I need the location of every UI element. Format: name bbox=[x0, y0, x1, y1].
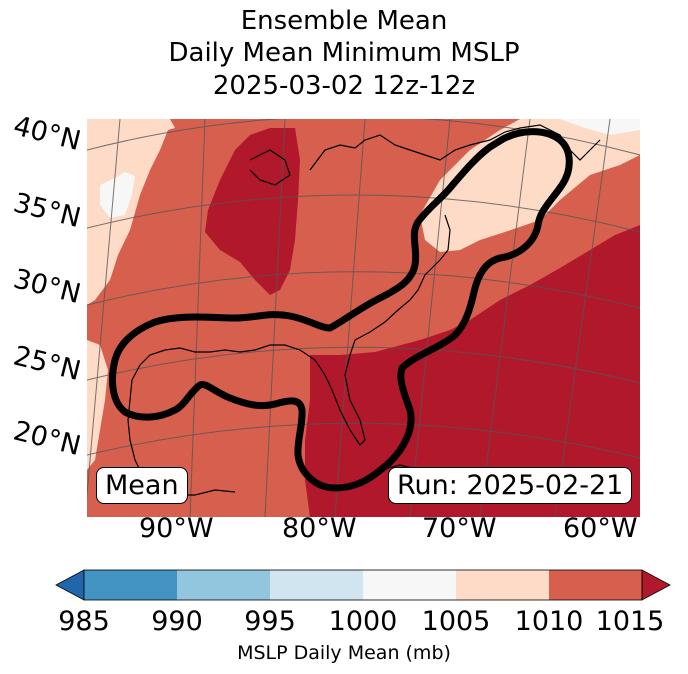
colorbar-segment-990-995 bbox=[177, 570, 270, 600]
colorbar-tick-990: 990 bbox=[151, 606, 203, 637]
coast-lake bbox=[249, 149, 291, 186]
mean-box: Mean bbox=[96, 467, 188, 504]
grid-lat-40 bbox=[87, 119, 640, 156]
field-1000-1005-northeast bbox=[560, 119, 640, 135]
grid-lat-35 bbox=[87, 194, 640, 233]
grid-lat-20 bbox=[87, 422, 640, 459]
colorbar-border bbox=[83, 569, 643, 601]
colorbar-label: MSLP Daily Mean (mb) bbox=[237, 642, 451, 664]
field-1005-1010-northwest bbox=[87, 119, 175, 305]
grid-lon-75 bbox=[409, 119, 451, 517]
colorbar-under-arrow bbox=[55, 569, 85, 601]
colorbar-tick-1005: 1005 bbox=[421, 606, 491, 637]
field-1005-1010-northeast bbox=[420, 119, 640, 252]
colorbar-segment-1005-1010 bbox=[456, 570, 549, 600]
lon-label-80: 80°W bbox=[282, 513, 357, 544]
colorbar-tick-985: 985 bbox=[58, 606, 110, 637]
colorbar-tick-1010: 1010 bbox=[514, 606, 584, 637]
grid-lon-70 bbox=[479, 119, 531, 517]
map-field bbox=[87, 119, 640, 517]
colorbar-tick-995: 995 bbox=[244, 606, 296, 637]
colorbar-tick-1015: 1015 bbox=[595, 606, 665, 637]
colorbar-over-arrow bbox=[641, 569, 671, 601]
title-line-1: Ensemble Mean bbox=[240, 6, 448, 36]
lon-label-70: 70°W bbox=[422, 513, 497, 544]
colorbar-segment-995-1000 bbox=[270, 570, 363, 600]
lon-label-60: 60°W bbox=[563, 513, 638, 544]
grid-lat-30 bbox=[87, 271, 640, 309]
grid-lon-95 bbox=[87, 119, 121, 500]
colorbar-segment-1000-1005 bbox=[363, 570, 456, 600]
grid-lat-25 bbox=[87, 346, 640, 384]
run-date-box: Run: 2025-02-21 bbox=[388, 467, 633, 504]
coast-us-gulf-mexico bbox=[127, 214, 451, 496]
colorbar-segment-985-990 bbox=[84, 570, 177, 600]
colorbar-segment-1010-1015 bbox=[549, 570, 642, 600]
field-above-1015-central bbox=[205, 128, 300, 295]
field-above-1015-atlantic bbox=[305, 225, 640, 517]
field-1000-1005-west bbox=[100, 172, 135, 218]
title-line-3: 2025-03-02 12z-12z bbox=[212, 71, 476, 101]
contour-outline bbox=[109, 128, 573, 492]
grid-lon-65 bbox=[554, 119, 611, 517]
title-line-2: Daily Mean Minimum MSLP bbox=[168, 38, 520, 68]
lon-label-90: 90°W bbox=[139, 513, 214, 544]
colorbar-tick-1000: 1000 bbox=[328, 606, 398, 637]
